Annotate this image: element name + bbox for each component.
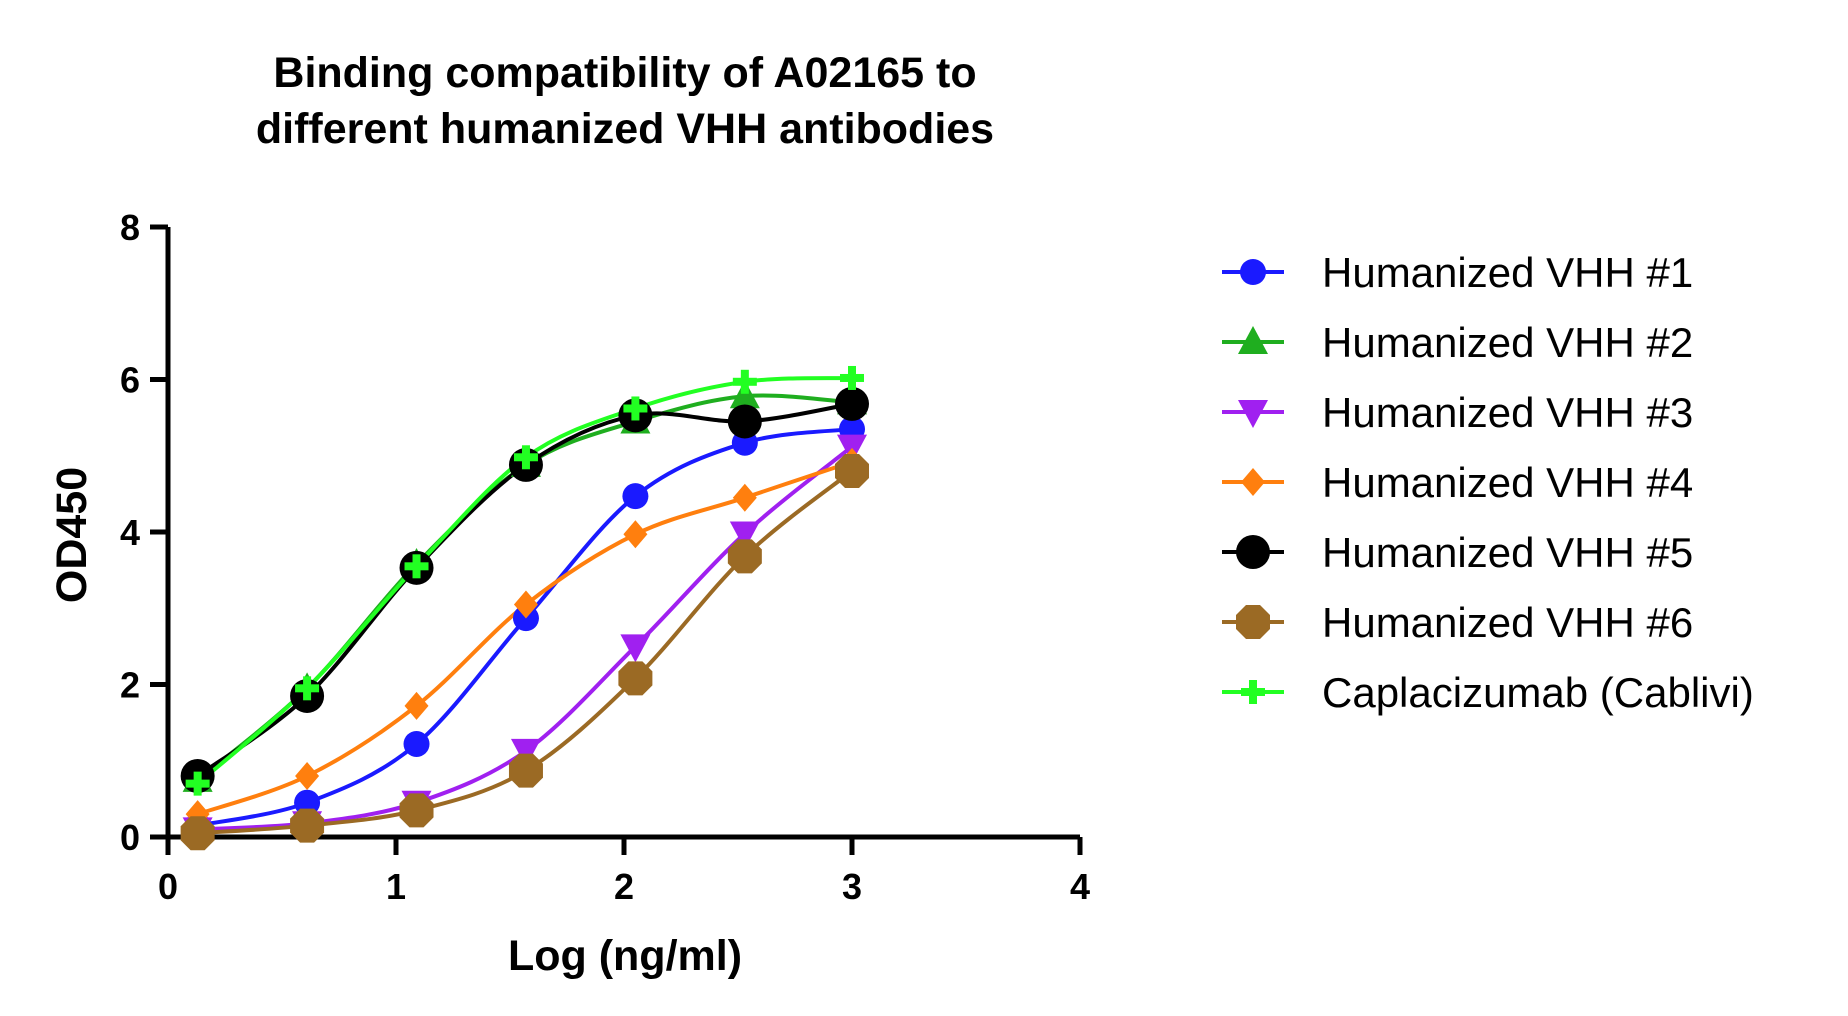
series-6-point — [508, 753, 543, 788]
series-7-point-v — [740, 369, 749, 394]
series-6-point — [618, 661, 653, 696]
x-axis-label: Log (ng/ml) — [508, 932, 742, 980]
series-3-point — [620, 634, 651, 663]
series-7-point-v — [631, 396, 640, 421]
y-axis-label: OD450 — [48, 467, 96, 603]
series-7-point-v — [303, 676, 312, 701]
legend-label-5: Humanized VHH #5 — [1322, 529, 1693, 576]
legend-marker-3 — [1238, 400, 1268, 428]
series-7-point — [732, 369, 757, 394]
legend-marker-4 — [1241, 468, 1265, 496]
legend-marker-5 — [1236, 535, 1270, 569]
series-7-point — [840, 365, 864, 390]
series-6-point — [180, 816, 215, 851]
series-2-point — [729, 380, 760, 409]
series-4-point — [295, 762, 320, 790]
series-7-point — [185, 771, 210, 796]
axes: 0 1 2 3 4 0 2 4 6 8 — [120, 207, 1090, 907]
x-tick-label: 3 — [842, 866, 862, 907]
series-3-point — [729, 521, 760, 550]
series-7-point-v — [412, 554, 421, 579]
series-6-point — [835, 454, 869, 488]
series-1-point — [622, 483, 649, 510]
series-7-point — [295, 676, 320, 701]
series-4-point — [623, 520, 648, 549]
x-tick-label: 2 — [614, 866, 634, 907]
series-6-point — [727, 539, 762, 574]
legend-marker-2 — [1238, 326, 1268, 354]
series-7-point-v — [521, 445, 530, 470]
legend-label-7: Caplacizumab (Cablivi) — [1322, 669, 1754, 716]
legend-label-4: Humanized VHH #4 — [1322, 459, 1693, 506]
series-7-point-v — [193, 771, 202, 796]
legend: Humanized VHH #1 Humanized VHH #2 Humanize… — [1222, 249, 1754, 716]
x-tick-label: 1 — [386, 866, 406, 907]
legend-label-1: Humanized VHH #1 — [1322, 249, 1693, 296]
series-1-point — [403, 730, 430, 757]
y-tick-label: 8 — [120, 207, 140, 248]
series-5-point — [727, 404, 762, 439]
series-5-point — [835, 386, 869, 421]
series-4-point — [404, 691, 429, 720]
legend-marker-7-v — [1249, 680, 1257, 704]
x-tick-label: 0 — [158, 866, 178, 907]
series-7-point — [623, 396, 648, 421]
series-6-point — [399, 793, 434, 828]
chart-title: Binding compatibility of A02165 to diffe… — [256, 49, 994, 153]
y-tick-label: 0 — [120, 817, 140, 858]
series-4-point — [732, 483, 757, 512]
series-7-point — [513, 445, 538, 470]
series-3-point — [510, 738, 541, 767]
series-7-point-v — [848, 365, 856, 390]
data-points — [180, 365, 869, 851]
legend-marker-6 — [1236, 605, 1270, 639]
legend-marker-7 — [1241, 680, 1265, 704]
y-tick-label: 4 — [120, 512, 140, 553]
legend-label-2: Humanized VHH #2 — [1322, 319, 1693, 366]
series-7-point — [404, 554, 429, 579]
series-4-point — [513, 590, 538, 619]
legend-marker-1 — [1240, 259, 1266, 285]
y-tick-label: 2 — [120, 665, 140, 706]
x-tick-label: 4 — [1070, 866, 1090, 907]
series-6-point — [290, 808, 325, 843]
legend-label-3: Humanized VHH #3 — [1322, 389, 1693, 436]
chart-title-line-1: Binding compatibility of A02165 to — [273, 49, 976, 97]
y-tick-label: 6 — [120, 360, 140, 401]
chart-title-line-2: different humanized VHH antibodies — [256, 105, 994, 153]
legend-label-6: Humanized VHH #6 — [1322, 599, 1693, 646]
